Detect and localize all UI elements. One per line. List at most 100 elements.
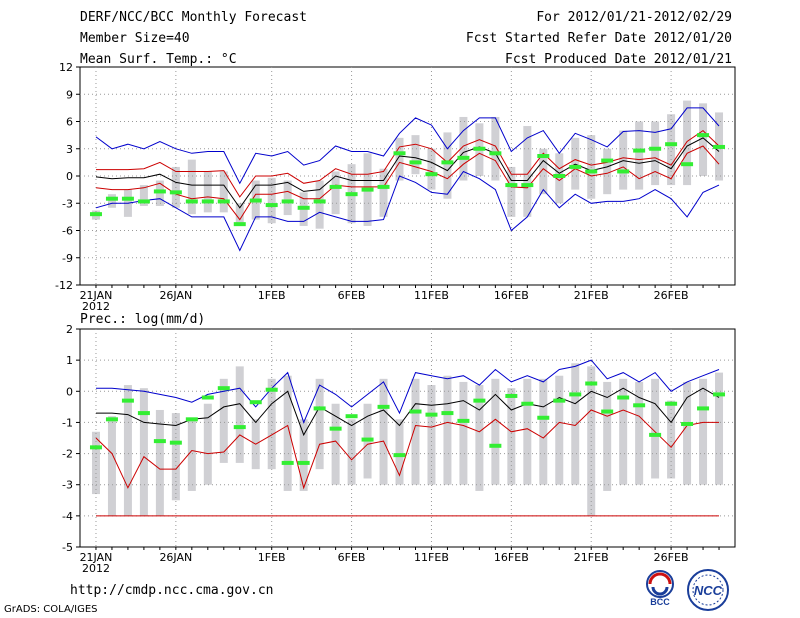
y-tick-label: 1 bbox=[66, 354, 73, 367]
y-tick-label: 2 bbox=[66, 323, 73, 336]
year-label: 2012 bbox=[82, 562, 110, 575]
header-right: For 2012/01/21-2012/02/29 Fcst Started R… bbox=[466, 10, 732, 73]
y-tick-label: 12 bbox=[59, 61, 73, 74]
member-size: Member Size=40 bbox=[80, 31, 190, 46]
y-tick-label: 3 bbox=[66, 143, 73, 156]
upper-spread-line bbox=[96, 129, 720, 198]
ensemble-box bbox=[555, 153, 564, 204]
chart-panel-2: 2 1 0 -1 -2 -3 -4 -5 21JAN 26JAN 1FEB 6FEB 11FEB 16FE… bbox=[62, 323, 736, 575]
svg-text:BCC: BCC bbox=[650, 597, 670, 607]
ensemble-box bbox=[699, 103, 708, 176]
chart-panel-1: 12 9 6 3 0 -3 -6 -9 -12 21JAN 26JAN 1FEB 6FEB 11FEB 16… bbox=[55, 61, 736, 313]
ensemble-box bbox=[507, 388, 516, 485]
ensemble-box bbox=[491, 116, 500, 181]
x-tick-label: 16FEB bbox=[494, 551, 529, 564]
ensemble-box bbox=[411, 378, 420, 485]
ensemble-box bbox=[539, 148, 548, 195]
x-tick-label: 6FEB bbox=[338, 289, 366, 302]
ensemble-box bbox=[715, 372, 724, 485]
ensemble-box bbox=[267, 177, 276, 224]
ensemble-box bbox=[427, 148, 436, 190]
ensemble-box bbox=[603, 148, 612, 195]
ensemble-box bbox=[683, 100, 692, 186]
y-tick-label: -4 bbox=[62, 510, 73, 523]
y-tick-label: 0 bbox=[66, 170, 73, 183]
min-line bbox=[95, 170, 720, 252]
y-tick-label: 0 bbox=[66, 385, 73, 398]
ensemble-box bbox=[203, 403, 212, 485]
y-tick-label: -1 bbox=[62, 416, 73, 429]
year-label: 2012 bbox=[82, 300, 110, 313]
x-tick-label: 1FEB bbox=[258, 551, 286, 564]
y-tick-label: 9 bbox=[66, 88, 73, 101]
bcc-logo-icon: BCC bbox=[646, 570, 674, 607]
ensemble-box bbox=[619, 378, 628, 485]
lower-spread-line bbox=[95, 409, 719, 490]
x-tick-label: 21FEB bbox=[574, 289, 609, 302]
ensemble-box bbox=[523, 126, 532, 217]
ensemble-box bbox=[491, 378, 500, 485]
ensemble-box bbox=[475, 385, 484, 491]
ensemble-box bbox=[235, 203, 244, 226]
ensemble-box bbox=[187, 419, 196, 491]
ensemble-box bbox=[171, 413, 180, 501]
ensemble-mean-line bbox=[95, 137, 720, 209]
ensemble-box bbox=[315, 378, 324, 470]
ensemble-box bbox=[683, 381, 692, 485]
lower-spread-line bbox=[95, 145, 720, 221]
ensemble-box bbox=[331, 403, 340, 485]
variable-label: Mean Surf. Temp.: °C bbox=[80, 52, 237, 67]
ensemble-box bbox=[459, 116, 468, 181]
ensemble-box bbox=[379, 168, 388, 217]
ensemble-box bbox=[603, 381, 612, 491]
x-tick-label: 26FEB bbox=[654, 551, 689, 564]
ensemble-box bbox=[523, 378, 532, 485]
x-tick-label: 11FEB bbox=[414, 551, 449, 564]
x-tick-label: 21FEB bbox=[574, 551, 609, 564]
y-tick-label: -6 bbox=[62, 225, 73, 238]
max-line bbox=[95, 107, 720, 185]
ensemble-box bbox=[219, 171, 228, 213]
ensemble-box bbox=[267, 378, 276, 470]
x-tick-label: 26JAN bbox=[159, 289, 192, 302]
ensemble-box bbox=[283, 375, 292, 491]
y-tick-label: -12 bbox=[55, 279, 73, 292]
ensemble-box bbox=[667, 400, 676, 479]
x-tick-label: 21JAN bbox=[80, 289, 113, 302]
y-tick-label: -3 bbox=[62, 197, 73, 210]
ensemble-box bbox=[331, 171, 340, 215]
ensemble-box bbox=[155, 409, 164, 516]
ensemble-box bbox=[667, 114, 676, 186]
ensemble-box bbox=[187, 159, 196, 215]
produced-date: Fcst Produced Date 2012/01/21 bbox=[505, 52, 732, 67]
y-tick-label: -2 bbox=[62, 448, 73, 461]
ensemble-box bbox=[283, 180, 292, 216]
y-tick-label: 6 bbox=[66, 116, 73, 129]
ensemble-box bbox=[203, 171, 212, 213]
ensemble-box bbox=[443, 375, 452, 485]
ensemble-box bbox=[299, 419, 308, 491]
ensemble-box bbox=[235, 366, 244, 463]
ensemble-box bbox=[139, 388, 148, 516]
ensemble-box bbox=[379, 378, 388, 485]
ensemble-box bbox=[315, 180, 324, 229]
x-tick-label: 21JAN bbox=[80, 551, 113, 564]
ensemble-box bbox=[107, 416, 116, 516]
ensemble-box bbox=[587, 135, 596, 199]
ensemble-box bbox=[395, 137, 404, 181]
ensemble-box bbox=[123, 385, 132, 516]
source-url[interactable]: http://cmdp.ncc.cma.gov.cn bbox=[70, 583, 274, 598]
x-tick-label: 16FEB bbox=[494, 289, 529, 302]
x-tick-label: 11FEB bbox=[414, 289, 449, 302]
ensemble-box bbox=[411, 135, 420, 175]
ensemble-box bbox=[395, 419, 404, 485]
x-tick-label: 6FEB bbox=[338, 551, 366, 564]
grads-credit: GrADS: COLA/IGES bbox=[4, 604, 98, 615]
ensemble-box bbox=[651, 378, 660, 479]
x-tick-label: 26JAN bbox=[159, 551, 192, 564]
x-tick-label: 1FEB bbox=[258, 289, 286, 302]
forecast-title: DERF/NCC/BCC Monthly Forecast bbox=[80, 10, 307, 25]
ensemble-box bbox=[651, 121, 660, 186]
y-tick-label: -3 bbox=[62, 479, 73, 492]
